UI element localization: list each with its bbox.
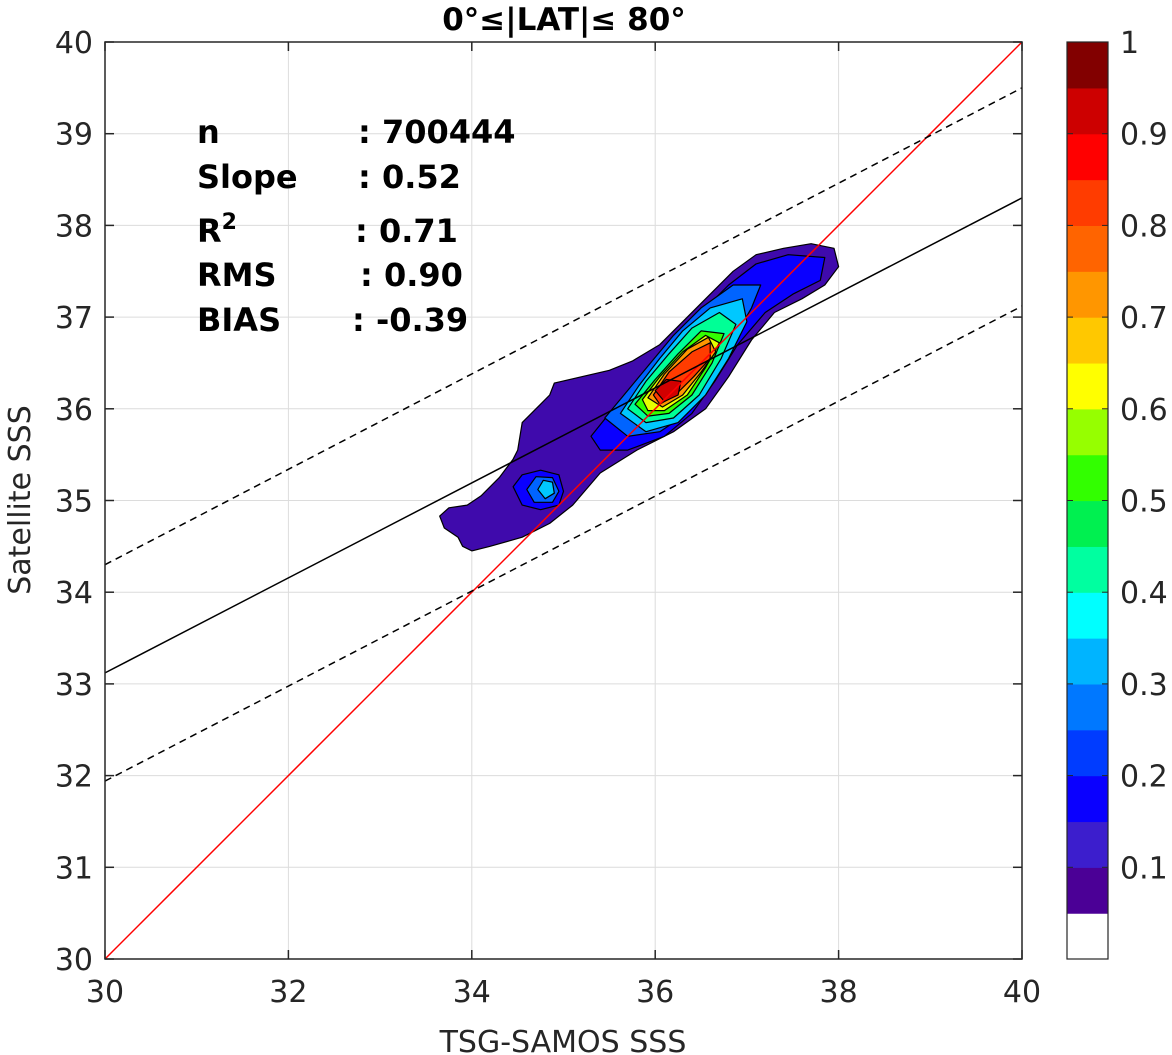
y-tick-label: 40 (55, 26, 93, 61)
y-tick-label: 39 (55, 118, 93, 153)
statistics-box: n : 700444 Slope : 0.52 R2 : 0.71 RMS : 0.90 BIA… (197, 113, 516, 339)
colorbar-segment (1067, 592, 1108, 639)
colorbar-tick-label: 1 (1120, 26, 1139, 61)
stat-value: : 700444 (358, 113, 516, 151)
colorbar-segment (1067, 317, 1108, 364)
chart-title: 0°≤|LAT|≤ 80° (442, 2, 686, 38)
y-tick-label: 35 (55, 485, 93, 520)
colorbar-tick-label: 0.1 (1120, 851, 1168, 886)
colorbar-segment (1067, 500, 1108, 547)
stat-value: : -0.39 (352, 301, 468, 339)
colorbar-tick-label: 0.9 (1120, 118, 1168, 153)
regression-line (104, 197, 1023, 674)
colorbar-segment (1067, 408, 1108, 456)
x-tick-label: 30 (86, 975, 124, 1010)
colorbar-segment (1067, 775, 1108, 823)
stat-label: n (197, 113, 220, 151)
reference-lines (104, 41, 1023, 960)
colorbar-segment (1067, 133, 1108, 181)
y-tick-label: 36 (55, 393, 93, 428)
y-tick-label: 33 (55, 668, 93, 703)
colorbar-tick-label: 0.6 (1120, 393, 1168, 428)
colorbar-segment (1067, 683, 1108, 731)
colorbar-segment (1067, 821, 1108, 868)
colorbar-segment (1067, 729, 1108, 777)
y-tick-label: 31 (55, 851, 93, 886)
upper-bound-line (104, 87, 1023, 566)
x-tick-label: 34 (453, 975, 491, 1010)
grid-lines (105, 42, 1022, 959)
y-axis-label: Satellite SSS (3, 405, 38, 595)
axis-ticks: 30 32 34 36 38 40 30 31 32 33 34 35 36 37 38 39 40 (55, 26, 1041, 1010)
colorbar-segment (1067, 913, 1108, 960)
colorbar-tick-label: 0.5 (1120, 485, 1168, 520)
colorbar: 0.1 0.2 0.3 0.4 0.5 0.6 0.7 0.8 0.9 1 (1066, 26, 1168, 960)
colorbar-tick-label: 0.4 (1120, 576, 1168, 611)
contour-level (537, 479, 555, 500)
colorbar-tick-label: 0.8 (1120, 209, 1168, 244)
stat-label: BIAS (197, 301, 281, 339)
x-tick-label: 40 (1003, 975, 1041, 1010)
colorbar-segment (1067, 87, 1108, 135)
x-tick-label: 32 (269, 975, 307, 1010)
stat-label: RMS (197, 256, 277, 294)
colorbar-segment (1067, 546, 1108, 593)
colorbar-segment (1067, 271, 1108, 318)
y-tick-label: 32 (55, 760, 93, 795)
stat-value: : 0.90 (360, 256, 463, 294)
stat-value: : 0.71 (355, 212, 458, 250)
colorbar-tick-label: 0.3 (1120, 668, 1168, 703)
stat-value: : 0.52 (358, 158, 461, 196)
colorbar-tick-label: 0.2 (1120, 760, 1168, 795)
stat-label: R2 (197, 210, 237, 250)
colorbar-segment (1067, 225, 1108, 272)
lower-bound-line (104, 305, 1023, 782)
colorbar-segment (1067, 638, 1108, 685)
stat-label: Slope (197, 158, 298, 196)
colorbar-segment (1067, 867, 1108, 914)
density-contours (439, 243, 840, 552)
y-tick-label: 30 (55, 943, 93, 978)
colorbar-tick-label: 0.7 (1120, 301, 1168, 336)
x-axis-label: TSG-SAMOS SSS (439, 1025, 687, 1055)
y-tick-label: 37 (55, 301, 93, 336)
colorbar-segment (1067, 362, 1108, 410)
colorbar-segment (1067, 454, 1108, 502)
colorbar-segment (1067, 42, 1108, 89)
y-tick-label: 34 (55, 576, 93, 611)
colorbar-segment (1067, 179, 1108, 226)
x-tick-label: 38 (820, 975, 858, 1010)
y-tick-label: 38 (55, 209, 93, 244)
x-tick-label: 36 (636, 975, 674, 1010)
one-to-one-line (104, 41, 1023, 960)
